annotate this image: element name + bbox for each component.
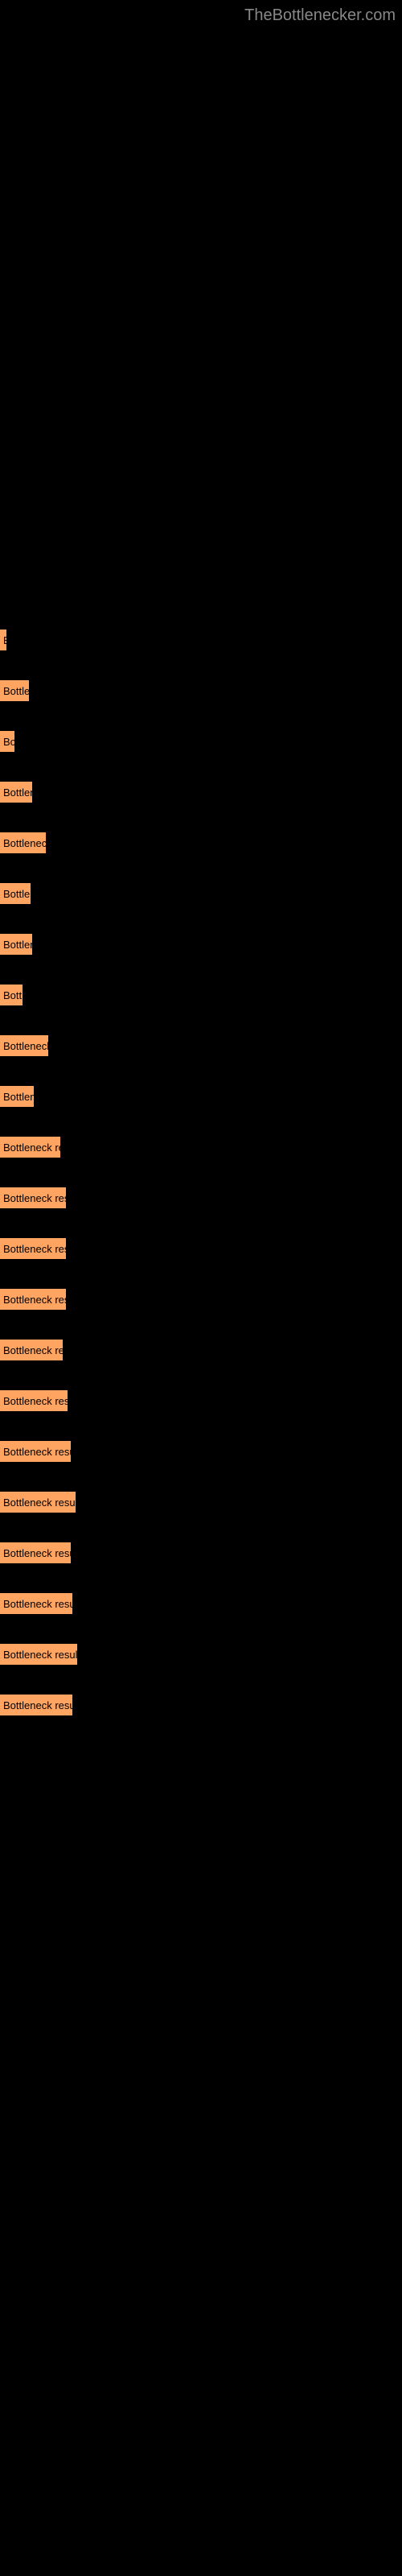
bar-label: Bottleneck result bbox=[3, 1243, 66, 1255]
bar-row: Bottle bbox=[0, 983, 402, 1005]
bar-row: Bottleneck resu bbox=[0, 1135, 402, 1158]
bottleneck-chart: B Bottler Bo Bottlene Bottleneck Bottlene Bott… bbox=[0, 628, 402, 1744]
bar-row: Bottleneck result bbox=[0, 1591, 402, 1614]
bar: Bottleneck result bbox=[0, 1591, 72, 1614]
bar: Bottlene bbox=[0, 881, 31, 904]
bar-label: Bottlenec bbox=[3, 939, 32, 951]
bar-row: Bottlene bbox=[0, 780, 402, 803]
bar-row: Bottleneck result bbox=[0, 1287, 402, 1310]
bar-row: Bottleneck result bbox=[0, 1541, 402, 1563]
bar: Bottleneck bbox=[0, 831, 46, 853]
bar-label: Bottlene bbox=[3, 888, 31, 900]
bar: Bottleneck result bbox=[0, 1642, 77, 1665]
bar-label: Bottleneck result bbox=[3, 1294, 66, 1306]
bar-row: Bottleneck result bbox=[0, 1490, 402, 1513]
bar-row: Bottleneck res bbox=[0, 1338, 402, 1360]
bar-row: Bottleneck bbox=[0, 831, 402, 853]
bar-label: Bottle bbox=[3, 989, 23, 1001]
bar: Bottleneck result bbox=[0, 1693, 72, 1715]
bar: B bbox=[0, 628, 6, 650]
bar: Bottleneck resu bbox=[0, 1135, 60, 1158]
bar-row: Bottler bbox=[0, 679, 402, 701]
bar: Bottle bbox=[0, 983, 23, 1005]
bar-label: Bottleneck bbox=[3, 837, 46, 849]
bar: Bottler bbox=[0, 679, 29, 701]
bar-row: Bo bbox=[0, 729, 402, 752]
bar-label: Bottleneck result bbox=[3, 1649, 77, 1661]
bar-row: Bottleneck r bbox=[0, 1034, 402, 1056]
bar: Bottleneck result bbox=[0, 1389, 68, 1411]
bar-label: Bottleneck result bbox=[3, 1496, 76, 1509]
bar: Bottleneck r bbox=[0, 1034, 48, 1056]
bar: Bottleneck result bbox=[0, 1186, 66, 1208]
bar-label: Bottleneck resu bbox=[3, 1141, 60, 1154]
bar: Bottleneck result bbox=[0, 1541, 71, 1563]
bar-row: Bottleneck result bbox=[0, 1439, 402, 1462]
bar-row: Bottleneck result bbox=[0, 1693, 402, 1715]
bar-label: Bottleneck result bbox=[3, 1446, 71, 1458]
bar: Bottleneck result bbox=[0, 1287, 66, 1310]
bar-label: Bottleneck res bbox=[3, 1344, 63, 1356]
bar: Bottleneck result bbox=[0, 1236, 66, 1259]
bar-label: Bottleneck result bbox=[3, 1598, 72, 1610]
bar-label: Bottleneck r bbox=[3, 1040, 48, 1052]
bar-label: Bottler bbox=[3, 685, 29, 697]
bar-label: Bottleneck result bbox=[3, 1547, 71, 1559]
bar-row: Bottlenec bbox=[0, 1084, 402, 1107]
bar: Bottleneck res bbox=[0, 1338, 63, 1360]
bar-label: Bottleneck result bbox=[3, 1395, 68, 1407]
bar: Bottlenec bbox=[0, 932, 32, 955]
watermark-text: TheBottlenecker.com bbox=[244, 6, 396, 25]
bar-row: Bottleneck result bbox=[0, 1236, 402, 1259]
bar: Bottleneck result bbox=[0, 1490, 76, 1513]
bar-label: Bo bbox=[3, 736, 14, 748]
bar-row: Bottleneck result bbox=[0, 1642, 402, 1665]
bar-label: Bottlene bbox=[3, 786, 32, 799]
bar-label: B bbox=[3, 634, 6, 646]
bar-row: B bbox=[0, 628, 402, 650]
bar: Bo bbox=[0, 729, 14, 752]
bar: Bottleneck result bbox=[0, 1439, 71, 1462]
bar: Bottlene bbox=[0, 780, 32, 803]
bar-row: Bottleneck result bbox=[0, 1186, 402, 1208]
bar-row: Bottlenec bbox=[0, 932, 402, 955]
bar: Bottlenec bbox=[0, 1084, 34, 1107]
bar-label: Bottleneck result bbox=[3, 1192, 66, 1204]
bar-row: Bottlene bbox=[0, 881, 402, 904]
bar-row: Bottleneck result bbox=[0, 1389, 402, 1411]
bar-label: Bottleneck result bbox=[3, 1699, 72, 1711]
bar-label: Bottlenec bbox=[3, 1091, 34, 1103]
